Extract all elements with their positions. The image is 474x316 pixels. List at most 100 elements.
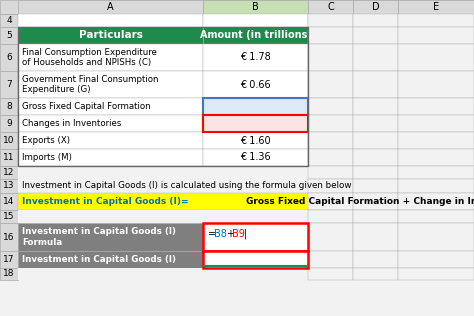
Text: 4: 4 (6, 16, 12, 25)
Bar (353, 193, 398, 210)
Bar (18, 193, 474, 210)
Bar (308, 0, 353, 14)
Text: 13: 13 (3, 181, 15, 191)
Bar (308, 115, 353, 132)
Bar (308, 166, 353, 179)
Text: 5: 5 (6, 31, 12, 40)
Bar (308, 210, 353, 223)
Bar (0, 115, 18, 132)
Bar (308, 71, 353, 98)
Text: E: E (433, 2, 439, 12)
Text: B: B (252, 2, 259, 12)
Bar (18, 251, 203, 268)
Text: 7: 7 (6, 80, 12, 89)
Bar (0, 14, 18, 27)
Text: Changes in Inventories: Changes in Inventories (22, 119, 121, 128)
Bar (353, 166, 398, 179)
Text: Final Consumption Expenditure
of Households and NPISHs (C): Final Consumption Expenditure of Househo… (22, 48, 157, 67)
Bar (353, 44, 398, 71)
Bar (308, 27, 353, 44)
Text: € 0.71: € 0.71 (237, 254, 274, 264)
Text: Gross Fixed Capital Formation: Gross Fixed Capital Formation (22, 102, 151, 111)
Bar (203, 132, 308, 149)
Bar (398, 44, 474, 71)
Bar (398, 268, 474, 280)
Bar (308, 179, 353, 193)
Bar (308, 14, 353, 27)
Bar (18, 98, 203, 115)
Bar (0, 98, 18, 115)
Text: € 1.36: € 1.36 (240, 153, 271, 162)
Bar (18, 14, 203, 27)
Bar (0, 210, 18, 223)
Bar (353, 149, 398, 166)
Bar (308, 223, 353, 251)
Bar (0, 149, 18, 166)
Bar (203, 115, 308, 132)
Text: € 0.008: € 0.008 (237, 118, 274, 129)
Bar (398, 223, 474, 251)
Text: C: C (327, 2, 334, 12)
Bar (398, 251, 474, 268)
Bar (398, 132, 474, 149)
Bar (308, 193, 353, 210)
Text: D: D (372, 2, 379, 12)
Text: Investment in Capital Goods (I)=: Investment in Capital Goods (I)= (22, 197, 192, 206)
Bar (203, 251, 308, 268)
Text: Particulars: Particulars (79, 31, 143, 40)
Bar (18, 179, 474, 193)
Bar (353, 210, 398, 223)
Bar (398, 0, 474, 14)
Bar (203, 71, 308, 98)
Bar (308, 268, 353, 280)
Bar (18, 268, 474, 280)
Text: € 0.66: € 0.66 (240, 80, 271, 89)
Bar (18, 0, 203, 14)
Text: Investment in Capital Goods (I) is calculated using the formula given below: Investment in Capital Goods (I) is calcu… (22, 181, 352, 191)
Bar (308, 251, 353, 268)
Bar (18, 132, 203, 149)
Bar (398, 179, 474, 193)
Bar (353, 179, 398, 193)
Text: +: + (226, 229, 234, 239)
Text: 12: 12 (3, 168, 15, 177)
Text: Government Final Consumption
Expenditure (G): Government Final Consumption Expenditure… (22, 75, 158, 94)
Bar (203, 98, 308, 115)
Text: € 1.78: € 1.78 (240, 52, 271, 63)
Bar (353, 115, 398, 132)
Bar (18, 210, 474, 223)
Bar (308, 98, 353, 115)
Bar (398, 115, 474, 132)
Bar (18, 223, 203, 251)
Bar (0, 0, 474, 14)
Bar (203, 0, 308, 14)
Bar (203, 223, 308, 251)
Bar (0, 268, 18, 280)
Text: 6: 6 (6, 53, 12, 62)
Bar (398, 27, 474, 44)
Bar (0, 71, 18, 98)
Bar (0, 179, 18, 193)
Text: Gross Fixed Capital Formation + Change in Inventories: Gross Fixed Capital Formation + Change i… (246, 197, 474, 206)
Bar (18, 71, 203, 98)
Text: 15: 15 (3, 212, 15, 221)
Text: 14: 14 (3, 197, 15, 206)
Bar (18, 115, 203, 132)
Text: 17: 17 (3, 255, 15, 264)
Bar (0, 223, 18, 251)
Bar (353, 14, 398, 27)
Text: A: A (107, 2, 114, 12)
Text: B8: B8 (214, 229, 227, 239)
Bar (0, 27, 18, 44)
Bar (398, 14, 474, 27)
Text: Amount (in trillions): Amount (in trillions) (200, 31, 311, 40)
Bar (353, 98, 398, 115)
Text: € 1.60: € 1.60 (240, 136, 271, 145)
Bar (0, 251, 18, 268)
Bar (398, 98, 474, 115)
Text: 8: 8 (6, 102, 12, 111)
Text: 16: 16 (3, 233, 15, 241)
Bar (308, 132, 353, 149)
Bar (18, 166, 474, 179)
Text: Imports (M): Imports (M) (22, 153, 72, 162)
